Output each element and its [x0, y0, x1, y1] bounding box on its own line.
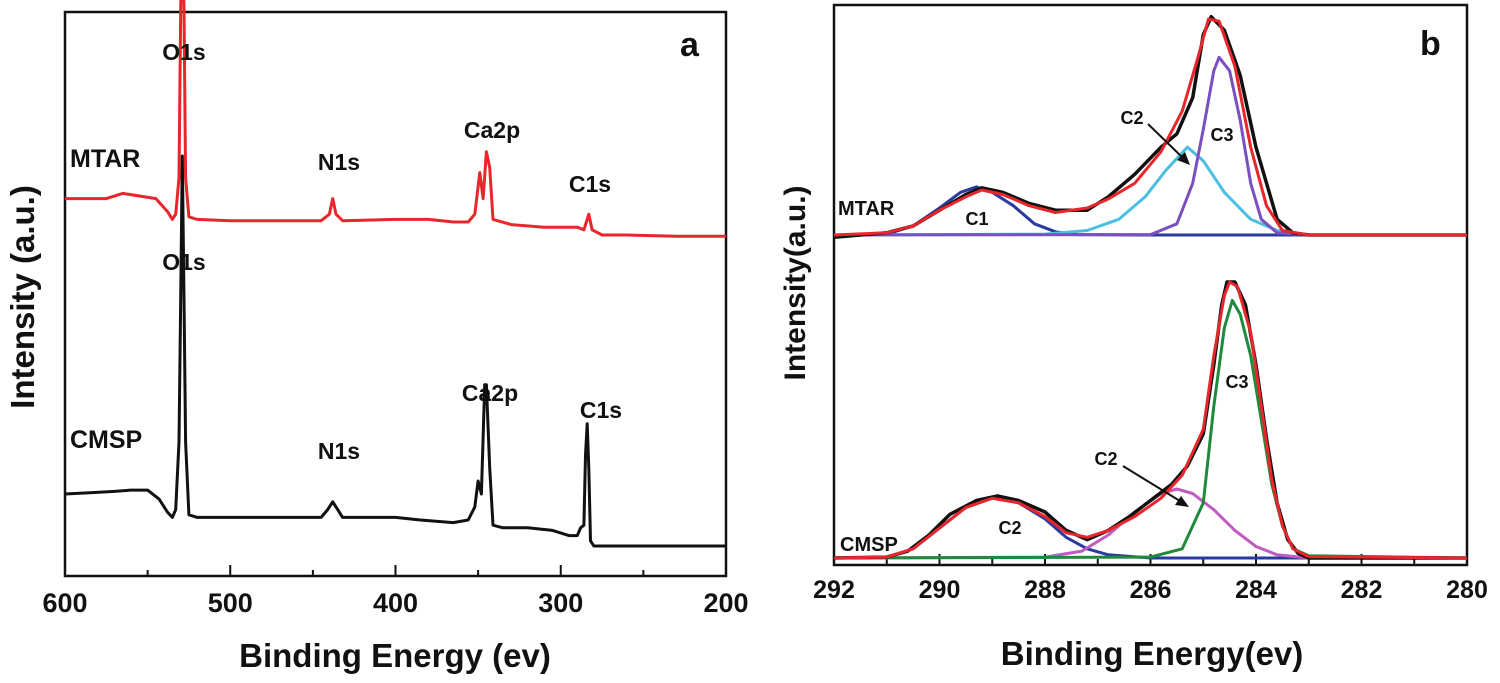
x-tick-label: 280: [1446, 576, 1488, 604]
curve-mtar-c2: [833, 145, 1467, 237]
group-label-mtar: MTAR: [838, 198, 895, 220]
series-line-cmsp: [64, 154, 726, 548]
panel-a-frame: [63, 10, 728, 578]
panel-a-label: a: [680, 26, 700, 64]
x-tick-label: 284: [1235, 576, 1277, 604]
series-label-cmsp: CMSP: [70, 426, 142, 454]
curve-mtar-c1: [833, 185, 1467, 237]
panel-b-y-axis-title: Intensity(a.u.): [779, 185, 812, 380]
panel-b-spectra: [833, 14, 1468, 560]
x-tick-label: 288: [1024, 576, 1066, 604]
curve-cmsp-c2-285-5: [833, 487, 1467, 560]
peak-label-cmsp-n1s: N1s: [318, 438, 360, 464]
panel-b-x-axis-title: Binding Energy(ev): [1001, 635, 1304, 672]
panel-a-x-tick-labels: 600 500 400 300 200: [42, 588, 748, 618]
annotation-cmsp-c2-right: C2: [1094, 449, 1117, 469]
annotation-mtar-c3: C3: [1210, 125, 1233, 145]
peak-label-mtar-o1s: O1s: [162, 39, 205, 65]
annotation-arrowhead-cmsp-c2: [1175, 496, 1189, 507]
annotation-arrow-cmsp-c2: [1122, 465, 1181, 502]
x-tick-label: 286: [1130, 576, 1172, 604]
x-tick-label: 290: [919, 576, 961, 604]
x-tick-label: 200: [703, 588, 748, 618]
x-tick-label: 300: [538, 588, 583, 618]
annotation-mtar-c1: C1: [965, 209, 988, 229]
panel-a-y-axis-title: Intensity (a.u.): [4, 185, 41, 409]
peak-label-cmsp-c1s: C1s: [580, 397, 622, 423]
panel-a-x-ticks: [64, 565, 727, 576]
x-tick-label: 282: [1341, 576, 1383, 604]
panel-a: 600 500 400 300 200 a Binding Energy (ev) In…: [4, 0, 749, 674]
x-tick-label: 600: [42, 588, 87, 618]
curve-cmsp-fit-envelope: [833, 280, 1468, 560]
annotation-arrow-mtar-c2: [1147, 123, 1184, 159]
panel-a-spectra: [64, 0, 726, 548]
peak-label-mtar-n1s: N1s: [318, 149, 360, 175]
series-line-mtar: [65, 0, 726, 238]
panel-b-frame: [832, 3, 1469, 567]
annotation-cmsp-c3: C3: [1225, 372, 1248, 392]
annotation-mtar-c2: C2: [1120, 108, 1143, 128]
curve-mtar-c3: [833, 55, 1467, 237]
x-tick-label: 292: [813, 576, 855, 604]
series-label-mtar: MTAR: [70, 145, 140, 173]
peak-label-cmsp-ca2p: Ca2p: [462, 380, 518, 406]
peak-label-cmsp-o1s: O1s: [162, 249, 205, 275]
annotation-cmsp-c2-left: C2: [998, 518, 1021, 538]
curve-mtar-experimental: [833, 14, 1467, 240]
curve-cmsp-experimental: [833, 280, 1467, 560]
peak-label-mtar-c1s: C1s: [569, 171, 611, 197]
panel-b: 292 290 288 286 284 282 280 b Binding Energy(e…: [779, 3, 1488, 672]
peak-label-mtar-ca2p: Ca2p: [464, 117, 520, 143]
panel-b-label: b: [1420, 25, 1441, 63]
x-tick-label: 400: [373, 588, 418, 618]
panel-b-x-tick-labels: 292 290 288 286 284 282 280: [813, 576, 1488, 604]
group-label-cmsp: CMSP: [840, 534, 898, 556]
annotation-arrowhead-mtar-c2: [1177, 152, 1190, 165]
x-tick-label: 500: [208, 588, 253, 618]
curve-cmsp-c3: [833, 298, 1468, 560]
panel-a-x-axis-title: Binding Energy (ev): [239, 637, 551, 674]
curve-mtar-fit-envelope: [833, 17, 1467, 237]
